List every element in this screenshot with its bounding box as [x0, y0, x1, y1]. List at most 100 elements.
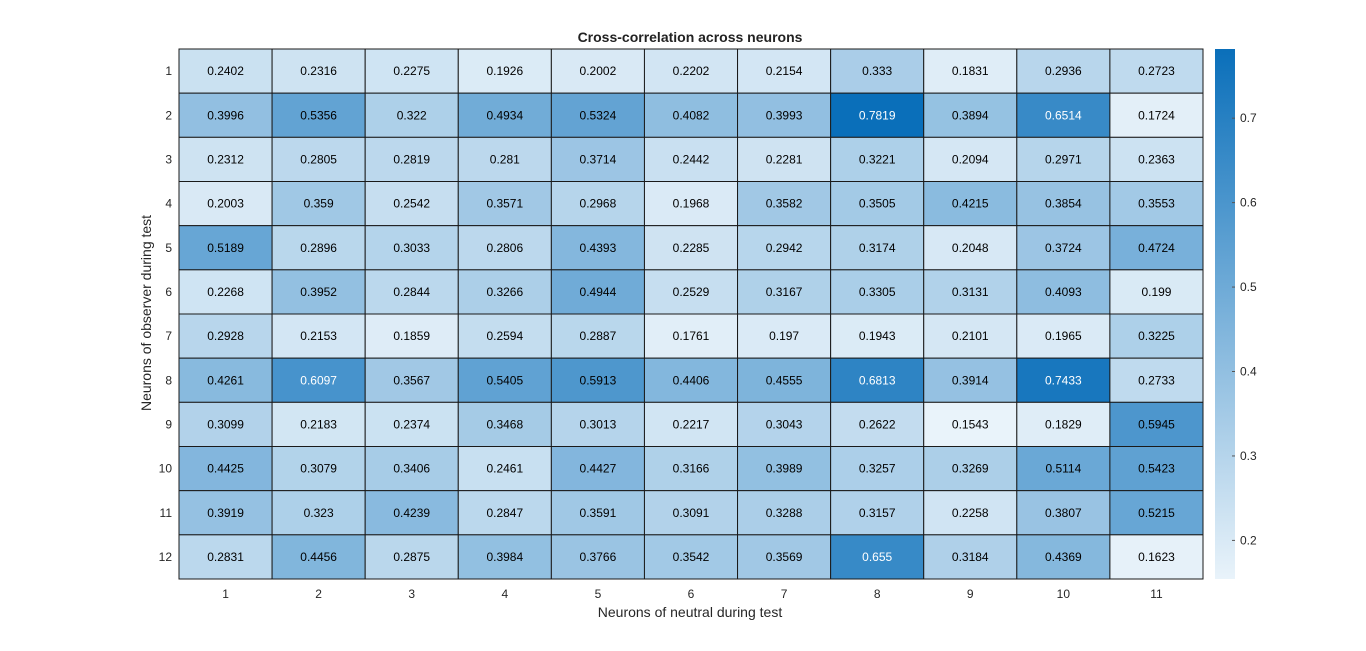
y-axis-label: Neurons of observer during test — [138, 215, 154, 411]
cell-value-label: 0.7819 — [859, 108, 896, 122]
cell-value-label: 0.322 — [397, 108, 427, 122]
cell-value-label: 0.1829 — [1045, 417, 1082, 431]
heatmap-cell — [457, 446, 552, 492]
x-tick-label: 6 — [688, 587, 695, 601]
heatmap-cell — [830, 48, 925, 94]
cell-value-label: 0.3221 — [859, 152, 896, 166]
heatmap-cell — [830, 490, 925, 536]
cell-value-label: 0.5114 — [1045, 462, 1081, 476]
heatmap-cell — [1016, 357, 1111, 403]
cell-value-label: 0.2312 — [207, 152, 244, 166]
heatmap-cell — [178, 313, 273, 359]
heatmap-cell — [550, 136, 645, 182]
heatmap-cell — [643, 401, 739, 448]
cell-value-label: 0.3571 — [486, 197, 523, 211]
heatmap-cell — [457, 357, 552, 403]
heatmap-cell — [923, 446, 1018, 492]
heatmap-cell — [178, 401, 273, 448]
heatmap-cell — [923, 269, 1018, 315]
cell-value-label: 0.2268 — [207, 285, 244, 299]
cell-value-label: 0.197 — [769, 329, 799, 343]
heatmap-cell — [1109, 534, 1204, 580]
cell-value-label: 0.3406 — [393, 462, 430, 476]
cell-value-label: 0.3157 — [859, 506, 896, 520]
x-tick-label: 11 — [1150, 587, 1163, 601]
heatmap-cell — [737, 92, 832, 138]
heatmap-cell — [737, 225, 832, 271]
heatmap-cell — [643, 534, 739, 580]
cell-value-label: 0.4934 — [486, 108, 523, 122]
heatmap-cell — [1016, 181, 1111, 227]
heatmap-cell — [364, 401, 459, 448]
heatmap-cell — [1109, 269, 1204, 315]
cell-value-label: 0.2285 — [673, 241, 710, 255]
cell-value-label: 0.3099 — [207, 417, 244, 431]
heatmap-cell — [364, 48, 459, 94]
heatmap-cell — [550, 446, 645, 492]
cell-value-label: 0.5405 — [486, 373, 523, 387]
cell-value-label: 0.2529 — [673, 285, 710, 299]
heatmap-cell — [364, 92, 459, 138]
cell-value-label: 0.3567 — [393, 373, 430, 387]
cell-value-label: 0.4393 — [580, 241, 617, 255]
cell-value-label: 0.2275 — [393, 64, 430, 78]
colorbar-tick-label: 0.2 — [1240, 533, 1257, 547]
heatmap-cell — [737, 313, 832, 359]
heatmap-cell — [1109, 48, 1204, 94]
cell-value-label: 0.1724 — [1138, 108, 1175, 122]
heatmap-cell — [1109, 181, 1204, 227]
heatmap-cell — [271, 225, 366, 271]
heatmap-cell — [737, 357, 832, 403]
cell-value-label: 0.199 — [1141, 285, 1171, 299]
colorbar-tick-label: 0.5 — [1240, 280, 1257, 294]
x-axis-label: Neurons of neutral during test — [598, 604, 783, 620]
heatmap-cell — [1109, 225, 1204, 271]
cell-value-label: 0.3724 — [1045, 241, 1082, 255]
x-tick-labels: 1 2 3 4 5 6 7 8 9 10 11 — [222, 587, 1163, 601]
cell-value-label: 0.6813 — [859, 373, 896, 387]
cell-value-label: 0.4425 — [207, 462, 244, 476]
heatmap-cell — [923, 401, 1018, 448]
heatmap-cell — [1016, 534, 1111, 580]
cell-value-label: 0.4944 — [580, 285, 617, 299]
heatmap-cell — [1016, 92, 1111, 138]
heatmap-cell — [643, 136, 739, 182]
heatmap-cell — [1016, 313, 1111, 359]
heatmap-cell — [737, 401, 832, 448]
heatmap-cell — [271, 490, 366, 536]
cell-value-label: 0.2971 — [1045, 152, 1082, 166]
heatmap-cell — [923, 534, 1018, 580]
cell-value-label: 0.3996 — [207, 108, 244, 122]
cell-value-label: 0.1623 — [1138, 550, 1175, 564]
cell-value-label: 0.2831 — [207, 550, 244, 564]
cell-value-label: 0.3091 — [673, 506, 710, 520]
cell-value-label: 0.2806 — [486, 241, 523, 255]
cell-value-label: 0.3167 — [766, 285, 803, 299]
cell-value-label: 0.3305 — [859, 285, 896, 299]
heatmap-cell — [550, 225, 645, 271]
cell-value-label: 0.2183 — [300, 417, 337, 431]
cell-value-label: 0.3919 — [207, 506, 244, 520]
cell-value-label: 0.2003 — [207, 197, 244, 211]
x-tick-label: 8 — [874, 587, 881, 601]
cell-value-label: 0.323 — [304, 506, 334, 520]
cell-value-label: 0.1859 — [393, 329, 430, 343]
cell-value-label: 0.4406 — [673, 373, 710, 387]
cell-value-label: 0.6514 — [1045, 108, 1082, 122]
heatmap-cell — [643, 269, 739, 315]
y-tick-label: 1 — [165, 64, 172, 78]
chart-title: Cross-correlation across neurons — [578, 29, 803, 45]
colorbar-tick-label: 0.3 — [1240, 449, 1257, 463]
heatmap-cell — [178, 269, 273, 315]
heatmap-cell — [830, 534, 925, 580]
heatmap-cell — [923, 181, 1018, 227]
y-tick-label: 2 — [165, 108, 172, 122]
heatmap-cell — [1109, 490, 1204, 536]
cell-value-label: 0.2936 — [1045, 64, 1082, 78]
cell-value-label: 0.2002 — [580, 64, 617, 78]
cell-value-label: 0.2847 — [486, 506, 523, 520]
heatmap-cell — [457, 225, 552, 271]
y-tick-label: 5 — [165, 241, 172, 255]
cell-value-label: 0.2442 — [673, 152, 710, 166]
